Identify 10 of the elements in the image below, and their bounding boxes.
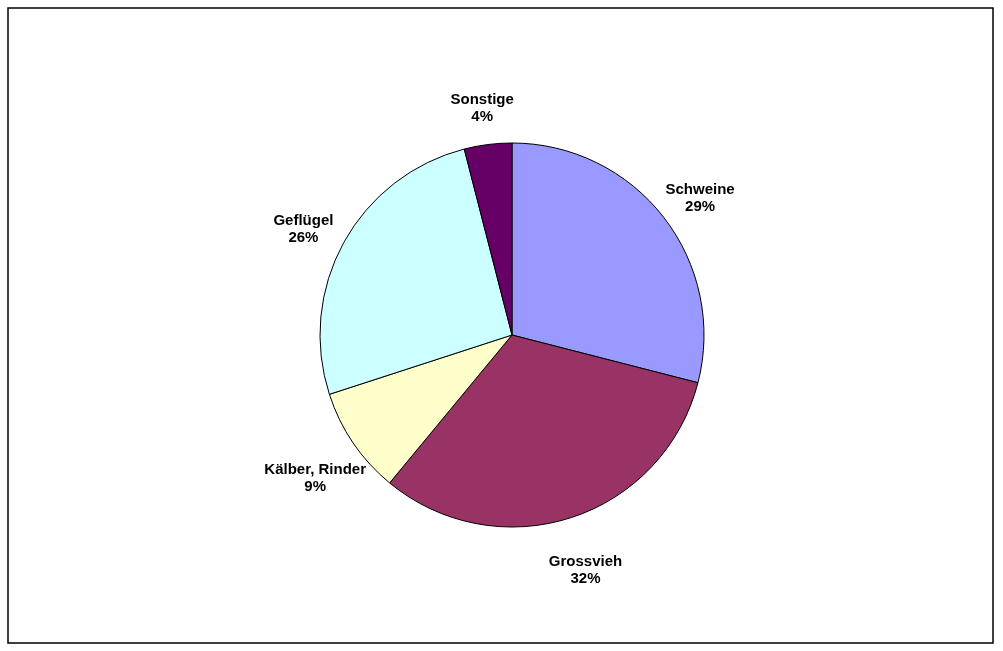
data-label: 32% [570, 569, 601, 587]
data-label: 29% [685, 197, 716, 215]
slice-label: Grossvieh [548, 552, 623, 570]
data-label: 9% [304, 476, 326, 494]
slice-label: Geflügel [273, 211, 334, 229]
slice-label: Sonstige [450, 89, 514, 107]
data-label: 26% [288, 228, 319, 246]
slice-label: Kälber, Rinder [264, 459, 367, 477]
slice-label: Schweine [665, 180, 735, 198]
data-label: 4% [471, 106, 494, 124]
